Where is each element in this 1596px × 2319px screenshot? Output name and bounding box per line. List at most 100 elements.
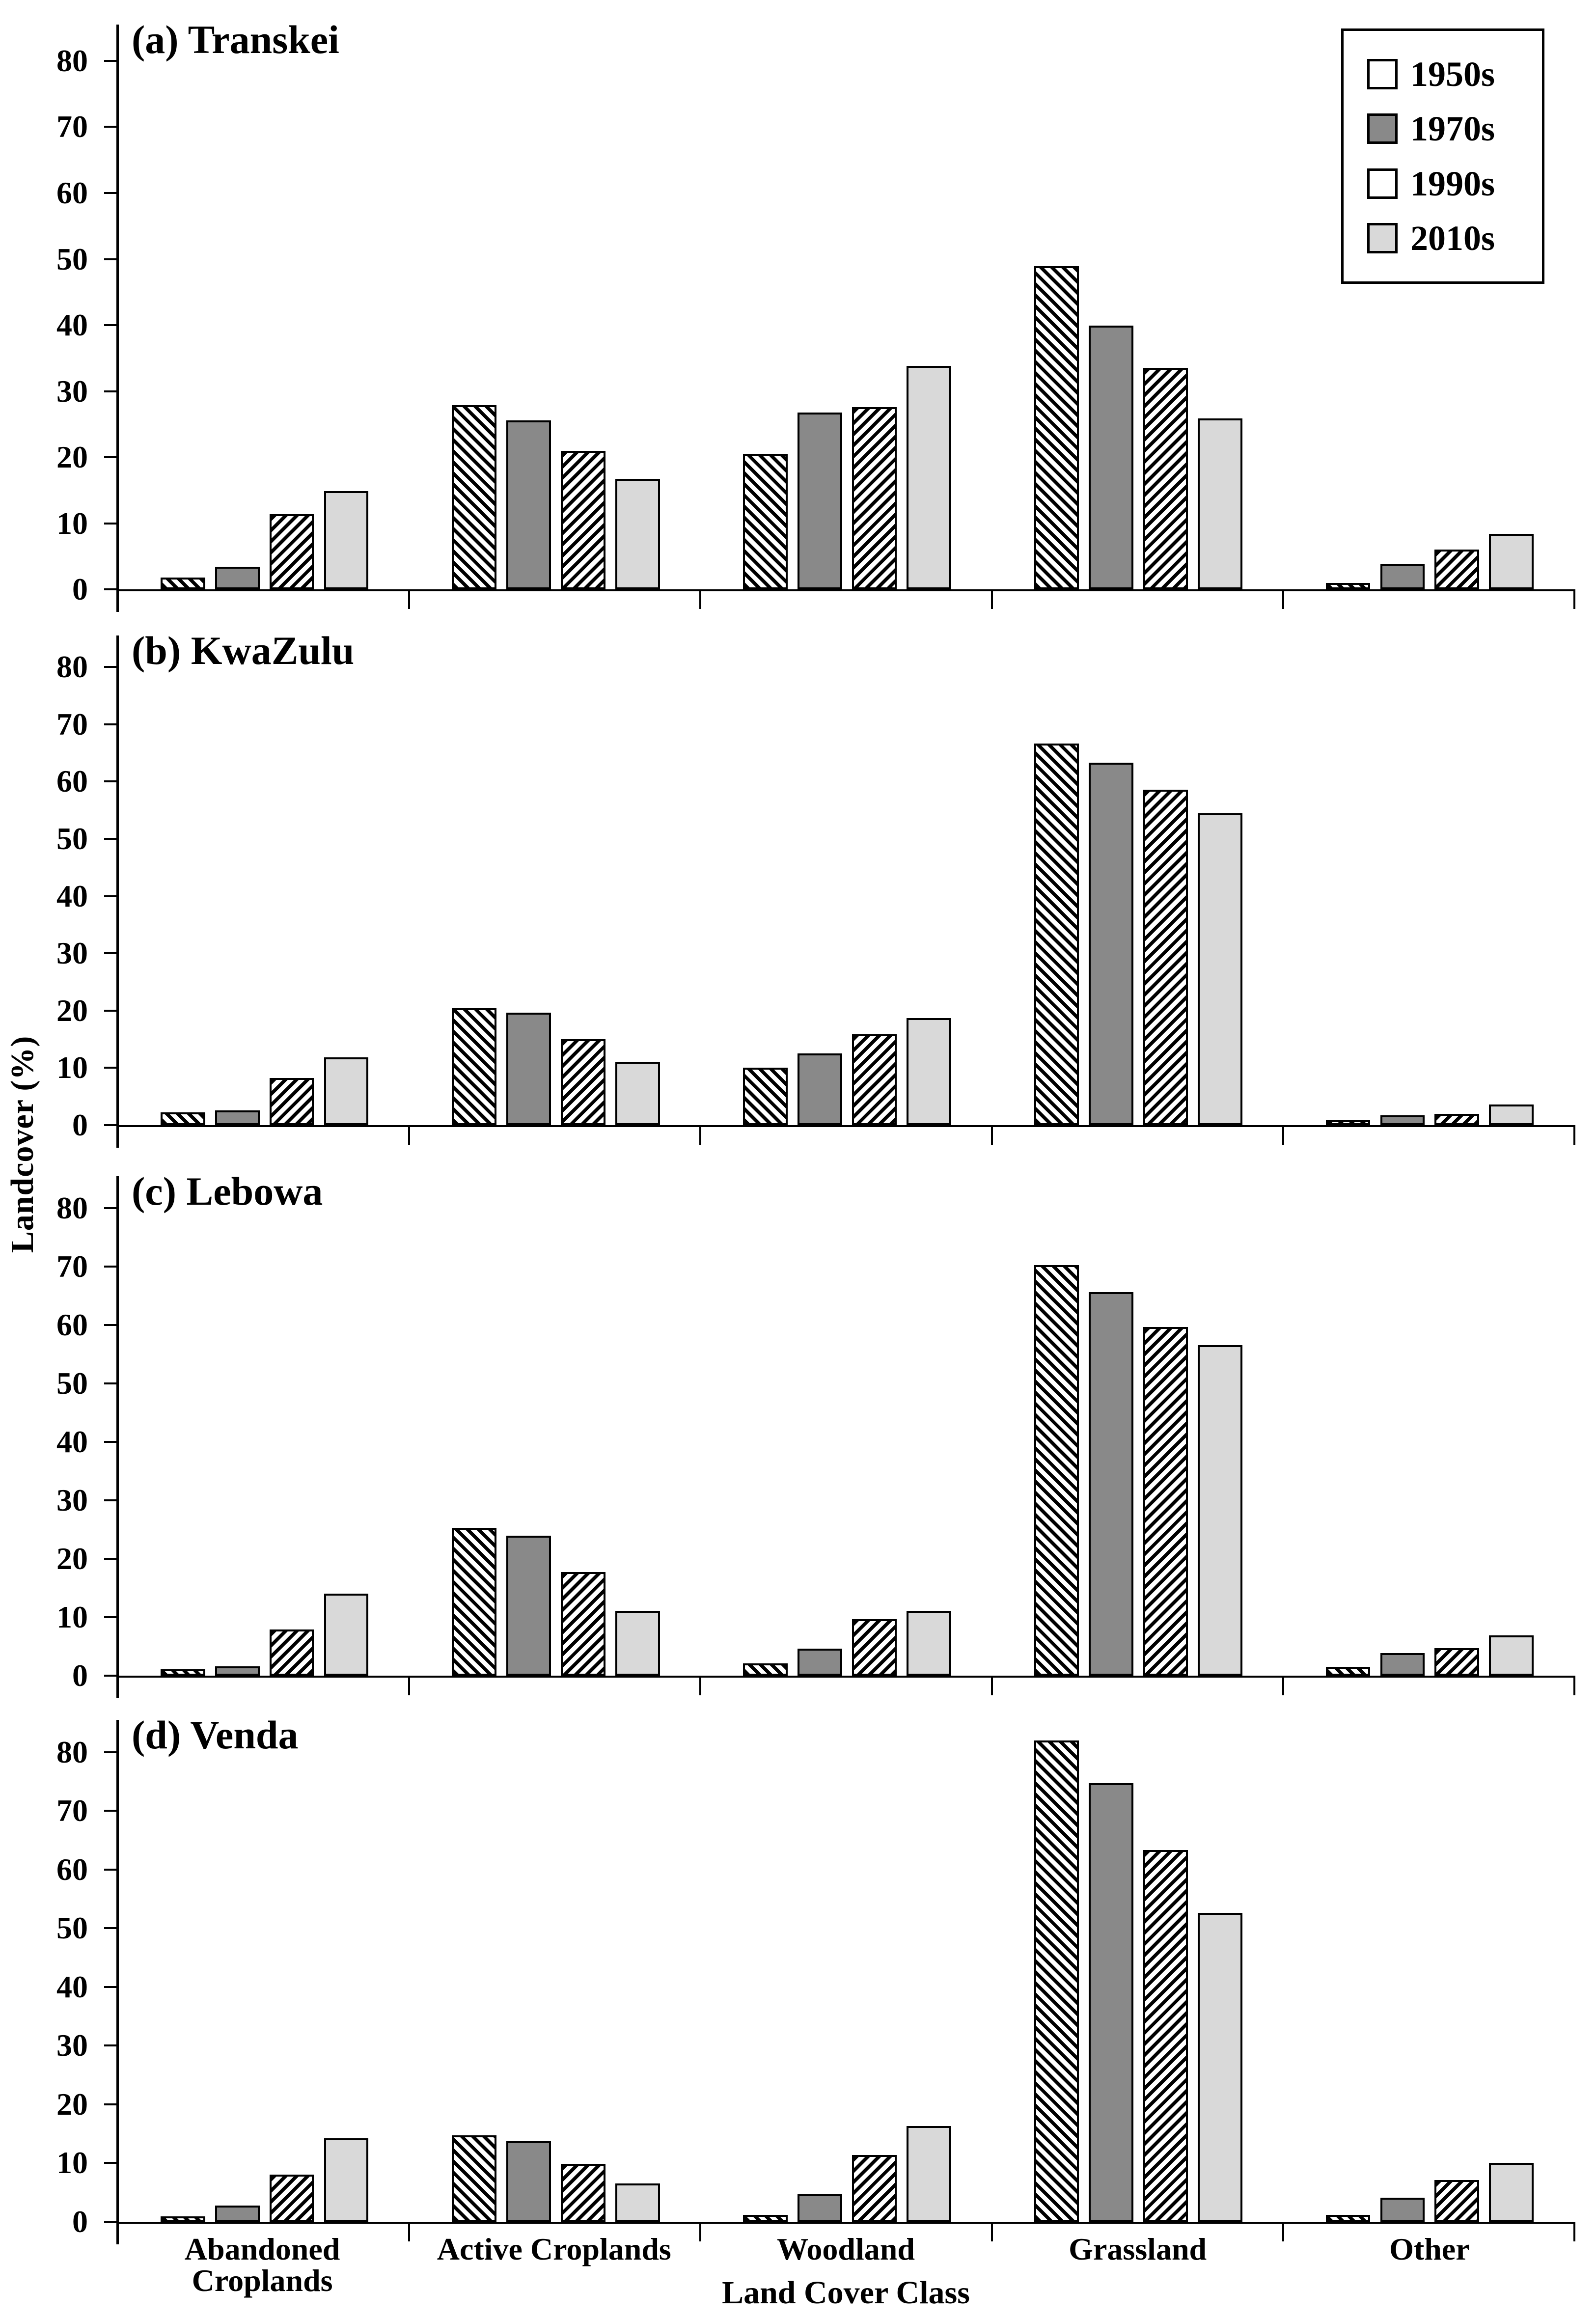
bar-2010s-Active Croplands [615,1610,660,1676]
y-tick [104,588,119,590]
legend-swatch-solid [1367,222,1398,253]
y-tick [104,895,119,897]
y-tick-label: 70 [56,1249,88,1284]
bar-1950s-Other [1325,582,1371,589]
y-tick [104,258,119,260]
bar-1950s-Woodland [743,1663,788,1676]
legend-label: 1950s [1410,55,1495,94]
y-tick-label: 10 [56,1600,88,1635]
y-tick-label: 80 [56,43,88,78]
bar-1970s-Abandoned Croplands [215,567,260,589]
y-tick-label: 80 [56,1734,88,1769]
bar-1970s-Active Croplands [506,2141,551,2222]
y-tick-label: 60 [56,1307,88,1343]
x-tick [699,1678,702,1695]
y-tick [104,192,119,194]
y-tick-label: 0 [72,1107,88,1142]
bar-1990s-Other [1434,1113,1480,1125]
y-tick-label: 70 [56,1793,88,1828]
bar-1990s-Woodland [852,407,897,589]
y-tick-label: 40 [56,878,88,913]
bar-1990s-Active Croplands [560,450,605,589]
bar-1990s-Grassland [1143,368,1188,589]
legend: 1950s 1970s 1990s 2010s [1341,28,1544,284]
bar-1990s-Abandoned Croplands [269,2175,314,2222]
bar-1970s-Grassland [1089,762,1134,1125]
x-tick [1573,1127,1575,1145]
y-tick [104,1616,119,1619]
y-tick [104,2044,119,2047]
y-tick [104,390,119,392]
x-tick [1282,591,1284,609]
y-tick [104,837,119,840]
x-tick [1573,2224,1575,2241]
bar-1970s-Other [1380,1653,1425,1676]
y-tick-label: 50 [56,821,88,856]
bar-1990s-Woodland [852,1034,897,1125]
x-tick [1282,1678,1284,1695]
legend-label: 1970s [1410,109,1495,149]
x-tick [991,1678,993,1695]
y-tick [104,2103,119,2105]
bar-2010s-Grassland [1198,1345,1242,1676]
legend-item-1970s: 1970s [1367,111,1530,146]
bar-1970s-Woodland [798,2194,842,2222]
legend-item-1990s: 1990s [1367,166,1530,201]
bar-1990s-Grassland [1143,1850,1188,2222]
x-tick [699,591,702,609]
x-tick [1573,1678,1575,1695]
x-axis-category-labels: Abandoned Croplands Active Croplands Woodl… [116,2234,1575,2296]
y-tick-label: 10 [56,1050,88,1085]
bar-1970s-Woodland [798,1649,842,1676]
y-tick-label: 60 [56,1851,88,1887]
panel-title-a: (a) Transkei [132,17,339,62]
y-tick-label: 70 [56,706,88,742]
panels: (a) Transkei 0 10 20 30 40 50 60 70 80 (b) KwaZulu… [56,0,1575,2244]
bar-1990s-Woodland [852,2154,897,2222]
bar-1970s-Other [1380,1115,1425,1125]
bar-1950s-Grassland [1034,744,1079,1125]
y-tick-label: 0 [72,572,88,607]
bar-1950s-Abandoned Croplands [160,2216,205,2222]
x-tick [991,2224,993,2241]
bar-2010s-Other [1489,2163,1534,2222]
y-tick [104,1207,119,1210]
y-tick [104,2221,119,2223]
bar-1970s-Other [1380,563,1425,589]
bar-1970s-Active Croplands [506,1013,551,1125]
y-tick [104,952,119,955]
bar-1950s-Active Croplands [452,2135,496,2222]
bar-2010s-Active Croplands [615,479,660,589]
bar-1990s-Other [1434,2180,1480,2222]
x-tick [408,2224,411,2241]
x-category-label: Other [1389,2232,1470,2266]
panel-title-c: (c) Lebowa [132,1169,323,1214]
legend-swatch-diagonal-hatch-up [1367,168,1398,199]
y-tick-label: 0 [72,1658,88,1693]
y-tick [104,1927,119,1930]
bar-1950s-Active Croplands [452,1528,496,1676]
bar-1990s-Other [1434,1648,1480,1676]
bar-1950s-Other [1325,2214,1371,2222]
bar-1970s-Other [1380,2198,1425,2222]
bar-1950s-Active Croplands [452,405,496,589]
panel-title-d: (d) Venda [132,1712,299,1757]
bar-2010s-Woodland [907,1018,951,1125]
x-category-label: Active Croplands [437,2232,671,2266]
y-tick [104,1868,119,1871]
x-tick [408,1678,411,1695]
y-tick-label: 10 [56,505,88,541]
y-tick [104,1124,119,1126]
bar-1970s-Active Croplands [506,420,551,589]
bar-2010s-Grassland [1198,1913,1242,2222]
bar-2010s-Active Croplands [615,2183,660,2222]
y-tick [104,723,119,725]
x-tick [1573,591,1575,609]
bar-1950s-Grassland [1034,1740,1079,2222]
y-tick [104,1441,119,1443]
y-tick [104,1382,119,1385]
bar-1970s-Grassland [1089,1783,1134,2222]
y-tick [104,1499,119,1502]
panel-d: (d) Venda 0 10 20 30 40 50 60 70 80 [56,1713,1575,2244]
bar-1950s-Abandoned Croplands [160,1112,205,1125]
